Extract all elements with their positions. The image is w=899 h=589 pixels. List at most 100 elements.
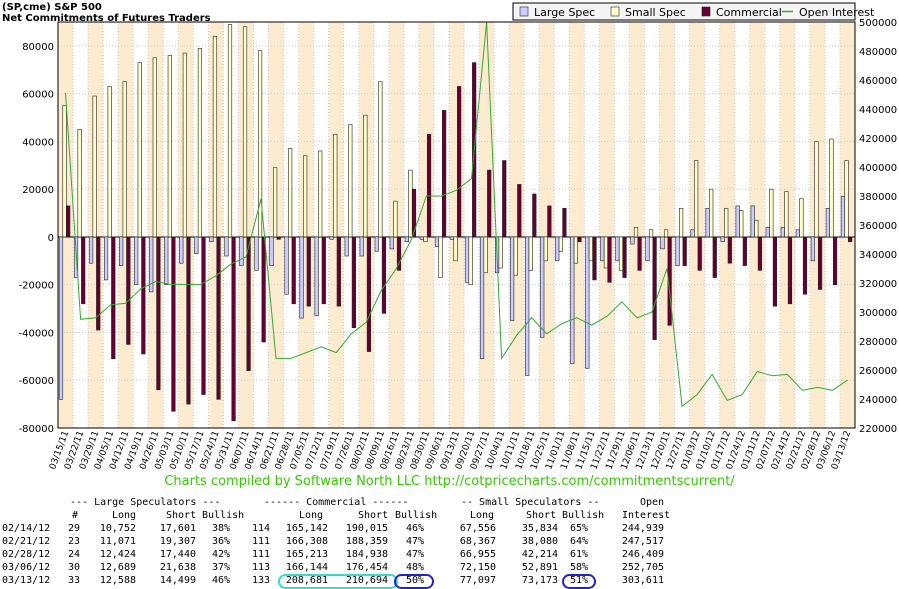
large-spec-bar [134,236,139,286]
small-spec-bar [724,207,729,238]
commercial-bar [637,236,642,271]
y-right-tick-label: 480000 [859,47,897,58]
small-spec-bar [453,236,458,262]
cell-commercial-bullish: 47% [405,549,424,560]
commercial-bar [276,236,281,240]
commercial-bar [697,236,702,271]
small-spec-bar [423,236,428,243]
commercial-bar [757,236,762,271]
cell-commercial-short: 188,359 [345,536,388,547]
commercial-group-header: ------ Commercial ------ [264,497,409,508]
commercial-highlight-oval [278,574,398,589]
large-spec-bar [224,236,229,257]
small-bullish-highlight-oval [562,574,596,589]
cell-commercial-count: 111 [251,536,270,547]
large-spec-bar [104,236,109,281]
cell-large-bullish: 36% [211,536,230,547]
cell-row-date: 03/13/12 [2,575,51,586]
commercial-bar [517,184,522,238]
table-group-header-row: --- Large Speculators --- ------ Commerc… [0,497,899,510]
commercial-bar [111,236,116,360]
chart-subtitle: Net Commitments of Futures Traders [2,13,211,24]
cell-commercial-count: 114 [251,523,270,534]
cell-large-bullish: 46% [211,575,230,586]
cell-large-long: 10,752 [99,523,136,534]
large-spec-bar [88,236,94,264]
small-spec-bar [558,236,563,252]
plot-band [629,22,645,428]
commercial-bar [336,236,341,307]
y-left-tick-label: 80000 [22,42,54,53]
credit-link[interactable]: Charts compiled by Software North LLC ht… [164,474,735,489]
cell-small-short: 52,891 [521,562,558,573]
cell-large-count: 29 [67,523,80,534]
commercial-bar [502,160,507,238]
small-spec-bar [212,36,218,238]
commercial-bar [727,236,732,264]
col-comm-long: Long [299,510,324,521]
legend-large-spec-label: Large Spec [534,6,595,19]
large-spec-bar [479,236,485,360]
small-spec-bar [227,24,233,238]
commercial-bar [231,236,236,422]
plot-band [509,22,525,428]
y-right-tick-label: 220000 [859,424,897,435]
small-spec-bar [137,62,142,238]
table-row: 02/14/12 29 10,752 17,601 38% 114 165,142 190,0… [0,523,899,536]
cell-commercial-short: 184,938 [345,549,388,560]
col-open-interest: Interest [622,510,671,521]
commercial-bar [547,205,552,238]
cell-large-long: 12,424 [99,549,136,560]
commercial-bar [81,236,86,305]
cell-open-interest: 252,705 [621,562,664,573]
large-spec-bar [570,236,575,364]
legend-commercial-swatch [701,6,711,17]
cell-commercial-bullish: 47% [405,536,424,547]
commercial-bar [381,236,387,314]
commercial-bar [426,133,432,238]
large-spec-bar [119,236,124,266]
plot-band [539,22,555,428]
large-spec-group-header: --- Large Speculators --- [70,497,221,508]
cell-small-short: 42,214 [521,549,558,560]
small-spec-bar [603,236,609,269]
small-spec-bar [483,236,488,274]
cell-open-interest: 303,611 [621,575,664,586]
large-spec-bar [404,236,409,243]
y-right-tick-label: 500000 [859,18,897,29]
cell-small-bullish: 51% [569,575,588,586]
small-spec-bar [378,81,383,238]
large-spec-bar [314,236,319,317]
cell-commercial-count: 113 [251,562,270,573]
small-spec-bar [694,160,699,238]
large-spec-bar [615,236,620,262]
commercial-bar [667,236,672,326]
large-spec-bar [555,236,560,262]
small-spec-bar [62,105,67,238]
cell-large-short: 19,307 [159,536,196,547]
large-spec-bar [660,236,665,250]
large-spec-bar [795,229,800,238]
small-spec-bar [303,155,308,238]
small-spec-bar [363,114,368,238]
y-left-tick-label: 0 [48,233,54,244]
large-spec-bar [239,236,244,266]
y-left-tick-label: 40000 [22,137,54,148]
commercial-bar [186,236,191,405]
commercial-bar [652,236,657,340]
small-spec-bar [257,50,263,238]
commercial-bar [772,236,778,307]
small-spec-bar [633,227,639,238]
plot-band [479,22,495,428]
commercial-bar [817,236,823,290]
large-spec-bar [464,236,470,283]
col-small-short: Short [526,510,557,521]
cell-large-count: 33 [67,575,80,586]
small-spec-bar [77,129,82,238]
small-spec-bar [197,47,203,238]
large-spec-bar [585,236,590,369]
commercial-bar [457,86,462,238]
y-right-tick-label: 340000 [859,250,897,261]
cell-commercial-count: 111 [251,549,270,560]
small-spec-bar [318,150,323,238]
